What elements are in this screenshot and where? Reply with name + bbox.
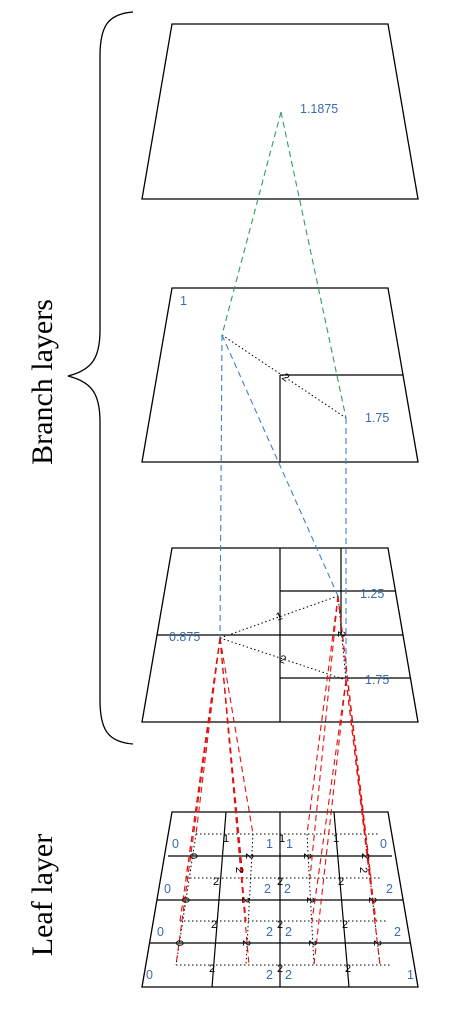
leaf-link [306, 595, 339, 835]
middle-edge-weight: 2 [280, 371, 292, 384]
leaf-edge-weight: 2 [209, 963, 215, 975]
leaf-link [219, 637, 250, 966]
middle-layer-value-left: 1 [180, 294, 187, 308]
leaf-cell-value: 2 [394, 925, 401, 939]
leaf-edge-weights: 1 1 10 2 2 22 2 20 2 2 22 2 20 2 2 22 2 22 2 [173, 833, 383, 975]
leaf-edge-weight: 2 [342, 919, 348, 931]
top-link [280, 111, 347, 419]
leaf-cell-value: 0 [146, 968, 153, 982]
leaf-edge-weight: 2 [277, 963, 283, 975]
leaf-cell-value: 1 [286, 837, 293, 851]
leaf-layer-label: Leaf layer [26, 834, 59, 956]
leaf-link [219, 637, 254, 835]
middle-edge [221, 334, 347, 419]
layer-links [175, 111, 381, 966]
leaf-cell-value: 0 [172, 837, 179, 851]
leaf-link [179, 637, 221, 922]
leaf-edge [306, 833, 315, 966]
leaf-link [345, 679, 381, 966]
leaf-link [175, 637, 221, 966]
leaf-edge-weight: 2 [304, 897, 316, 903]
leaf-edge-weight: 2 [213, 876, 219, 888]
middle-link [219, 334, 223, 639]
leaf-cell-value: 2 [285, 968, 292, 982]
leaf-link [337, 595, 372, 879]
leaf-edge-weight: 2 [233, 867, 245, 873]
top-layer-plane [141, 23, 419, 200]
leaf-edge-weight: 2 [306, 940, 318, 946]
leaf-edge-weight: 2 [357, 867, 369, 873]
leaf-edge-weight: 1 [223, 833, 229, 845]
bottom-edge [219, 595, 339, 639]
top-layer-value: 1.1875 [300, 102, 338, 116]
leaf-cell-value: 2 [266, 925, 273, 939]
leaf-edge-weight: 0 [179, 897, 191, 903]
leaf-edge-weight: 2 [301, 853, 313, 859]
middle-link [221, 334, 339, 597]
dotted-edges [175, 334, 390, 966]
leaf-edge-weight: 1 [333, 833, 339, 845]
leaf-cell-value: 2 [386, 882, 393, 896]
leaf-cell-value: 2 [266, 968, 273, 982]
leaf-edge-weight: 2 [277, 876, 283, 888]
leaf-cell-value: 1 [407, 968, 414, 982]
bottom-edge-weight-lower: 2 [278, 653, 288, 666]
middle-branch-layer [141, 287, 419, 463]
leaf-edge-weight: 2 [371, 940, 383, 946]
leaf-edge-weight: 2 [345, 963, 351, 975]
leaf-cell-value: 0 [157, 925, 164, 939]
leaf-link [313, 679, 347, 966]
leaf-cell-values: 0 1 1 00 2 2 20 2 2 20 2 2 1 [146, 837, 414, 982]
leaf-cell-value: 2 [264, 882, 271, 896]
leaf-cell-value: 0 [380, 837, 387, 851]
leaf-link [309, 595, 339, 879]
leaf-edge-weight: 0 [187, 853, 199, 859]
leaf-edge-weight: 2 [240, 940, 252, 946]
branch-layers-label: Branch layers [26, 299, 59, 465]
leaf-links [175, 595, 381, 966]
top-branch-layer [141, 23, 419, 200]
bottom-layer-value-upper-right: 1.25 [360, 587, 384, 601]
leaf-edge-weight: 2 [338, 876, 344, 888]
top-link [221, 111, 282, 336]
leaf-edge-weight: 0 [173, 940, 185, 946]
leaf-edge-weight: 2 [366, 897, 378, 903]
leaf-edge-weight: 2 [243, 853, 255, 859]
middle-layer-value-right: 1.75 [365, 411, 389, 425]
leaf-edge-weight: 2 [359, 853, 371, 859]
bottom-layer-value-left: 0.875 [169, 630, 200, 644]
leaf-link [311, 679, 347, 922]
leaf-grid-line [211, 811, 227, 988]
leaf-edge-weight: 2 [239, 897, 251, 903]
bottom-edge-weight-upper: 1 [274, 610, 284, 623]
leaf-edge [245, 833, 254, 966]
branch-brace [67, 11, 134, 745]
bottom-layer-value-lower-right: 1.75 [365, 673, 389, 687]
bottom-branch-layer [141, 547, 419, 723]
leaf-edge-weight: 2 [277, 919, 283, 931]
leaf-edge-weight: 2 [211, 919, 217, 931]
leaf-edge-weight: 1 [279, 833, 285, 845]
leaf-cell-value: 2 [285, 925, 292, 939]
leaf-layer [141, 811, 419, 988]
bottom-edge-weight-vertical: 2 [335, 631, 347, 637]
leaf-cell-value: 2 [284, 882, 291, 896]
leaf-cell-value: 0 [164, 882, 171, 896]
leaf-grid-line [333, 811, 350, 988]
leaf-cell-value: 1 [266, 837, 273, 851]
